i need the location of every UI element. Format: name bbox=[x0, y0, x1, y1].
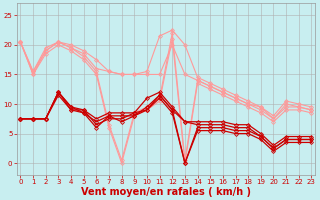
X-axis label: Vent moyen/en rafales ( km/h ): Vent moyen/en rafales ( km/h ) bbox=[81, 187, 251, 197]
